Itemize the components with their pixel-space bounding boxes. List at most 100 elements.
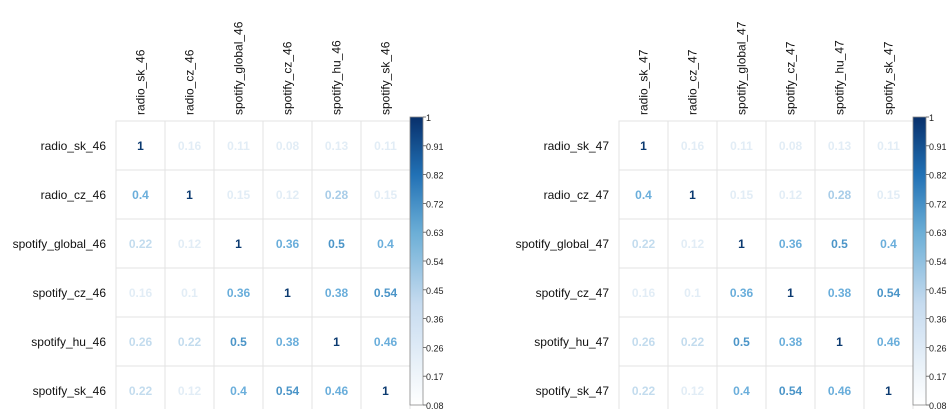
heatmap-cell <box>164 267 215 318</box>
heatmap-cell <box>262 169 313 220</box>
cell-value-label: 1 <box>137 139 144 153</box>
colorbar-tick-label: 0.82 <box>426 171 444 181</box>
colorbar-tick-label: 0.91 <box>426 142 444 152</box>
heatmap-cell <box>863 365 914 414</box>
heatmap-cell <box>311 218 362 269</box>
heatmap-1: 1 0.16 0.11 0.08 0.13 0.110.4 1 0.15 0.12 0.28 0.1… <box>13 21 444 414</box>
row-label: radio_cz_46 <box>41 188 107 202</box>
row-label: radio_sk_46 <box>41 139 107 153</box>
row-label: spotify_cz_46 <box>33 286 107 300</box>
heatmap-cell <box>863 267 914 318</box>
heatmap-cell <box>115 365 166 414</box>
cell-value-label: 0.4 <box>377 237 394 251</box>
cell-value-label: 0.28 <box>828 188 852 202</box>
column-label: spotify_hu_47 <box>833 40 847 115</box>
cell-value-label: 0.11 <box>227 139 250 153</box>
colorbar-tick-label: 0.45 <box>426 286 444 296</box>
cell-value-label: 0.12 <box>681 384 705 398</box>
heatmap-cell <box>311 316 362 367</box>
row-label: spotify_sk_46 <box>33 384 107 398</box>
cell-value-label: 0.1 <box>181 286 198 300</box>
cell-value-label: 1 <box>738 237 745 251</box>
cell-value-label: 0.4 <box>230 384 247 398</box>
heatmap-cell <box>262 218 313 269</box>
cell-value-label: 0.36 <box>730 286 754 300</box>
cell-value-label: 0.46 <box>325 384 349 398</box>
cell-value-label: 0.12 <box>681 237 705 251</box>
colorbar <box>409 116 424 406</box>
heatmap-cell <box>311 267 362 318</box>
heatmap-cell <box>618 316 669 367</box>
cell-value-label: 0.54 <box>877 286 901 300</box>
row-label: spotify_global_47 <box>516 237 610 251</box>
heatmap-cell <box>863 316 914 367</box>
colorbar-tick-label: 0.82 <box>929 171 947 181</box>
heatmap-cell <box>667 365 718 414</box>
cell-value-label: 0.36 <box>276 237 300 251</box>
colorbar-tick-label: 1 <box>426 113 431 123</box>
cell-value-label: 0.13 <box>325 139 349 153</box>
column-label: spotify_global_46 <box>232 21 246 115</box>
heatmap-cell <box>164 218 215 269</box>
heatmap-cell <box>262 316 313 367</box>
cell-value-label: 0.11 <box>374 139 397 153</box>
cell-value-label: 0.38 <box>276 335 300 349</box>
cell-value-label: 1 <box>689 188 696 202</box>
column-label: radio_cz_46 <box>183 49 197 115</box>
cell-value-label: 1 <box>333 335 340 349</box>
cell-value-label: 0.22 <box>129 237 153 251</box>
cell-value-label: 0.36 <box>779 237 803 251</box>
cell-value-label: 0.38 <box>828 286 852 300</box>
cell-value-label: 0.38 <box>779 335 803 349</box>
heatmap-cell <box>360 120 411 171</box>
cell-value-label: 1 <box>836 335 843 349</box>
heatmap-cell <box>716 316 767 367</box>
column-label: spotify_hu_46 <box>330 40 344 115</box>
column-label: spotify_sk_46 <box>379 41 393 115</box>
cell-value-label: 0.11 <box>730 139 753 153</box>
cell-value-label: 0.12 <box>779 188 803 202</box>
heatmap-cell <box>262 365 313 414</box>
cell-value-label: 0.08 <box>276 139 300 153</box>
cell-value-label: 0.1 <box>684 286 701 300</box>
cell-value-label: 0.38 <box>325 286 349 300</box>
cell-value-label: 0.5 <box>230 335 247 349</box>
cell-value-label: 0.36 <box>227 286 251 300</box>
colorbar-tick-label: 0.91 <box>929 142 947 152</box>
cell-value-label: 0.5 <box>328 237 345 251</box>
cell-value-label: 1 <box>382 384 389 398</box>
colorbar-tick-label: 0.08 <box>426 401 444 409</box>
cell-value-label: 0.16 <box>129 286 153 300</box>
colorbar-tick-label: 0.72 <box>426 199 444 209</box>
heatmap-cell <box>262 267 313 318</box>
cell-value-label: 0.16 <box>178 139 202 153</box>
cell-value-label: 0.15 <box>877 188 901 202</box>
cell-value-label: 0.15 <box>227 188 251 202</box>
cell-value-label: 0.54 <box>779 384 803 398</box>
heatmap-cell <box>213 120 264 171</box>
heatmap-cell <box>115 267 166 318</box>
heatmap-cell <box>667 218 718 269</box>
cell-value-label: 1 <box>885 384 892 398</box>
colorbar-tick-label: 0.63 <box>929 228 947 238</box>
column-label: spotify_cz_46 <box>281 41 295 115</box>
cell-value-label: 0.46 <box>374 335 398 349</box>
heatmap-cell <box>164 120 215 171</box>
cell-value-label: 1 <box>787 286 794 300</box>
heatmap-cell <box>716 169 767 220</box>
heatmap-cell <box>213 316 264 367</box>
heatmap-cell <box>213 365 264 414</box>
heatmap-cell <box>360 169 411 220</box>
cell-value-label: 1 <box>186 188 193 202</box>
heatmap-cell <box>765 316 816 367</box>
row-label: spotify_global_46 <box>13 237 107 251</box>
row-label: spotify_cz_47 <box>536 286 610 300</box>
heatmap-cell <box>716 365 767 414</box>
heatmap-cell <box>814 169 865 220</box>
heatmap-cell <box>667 267 718 318</box>
cell-value-label: 0.22 <box>632 384 656 398</box>
cell-value-label: 1 <box>640 139 647 153</box>
heatmap-cell <box>164 169 215 220</box>
cell-value-label: 0.12 <box>178 384 202 398</box>
